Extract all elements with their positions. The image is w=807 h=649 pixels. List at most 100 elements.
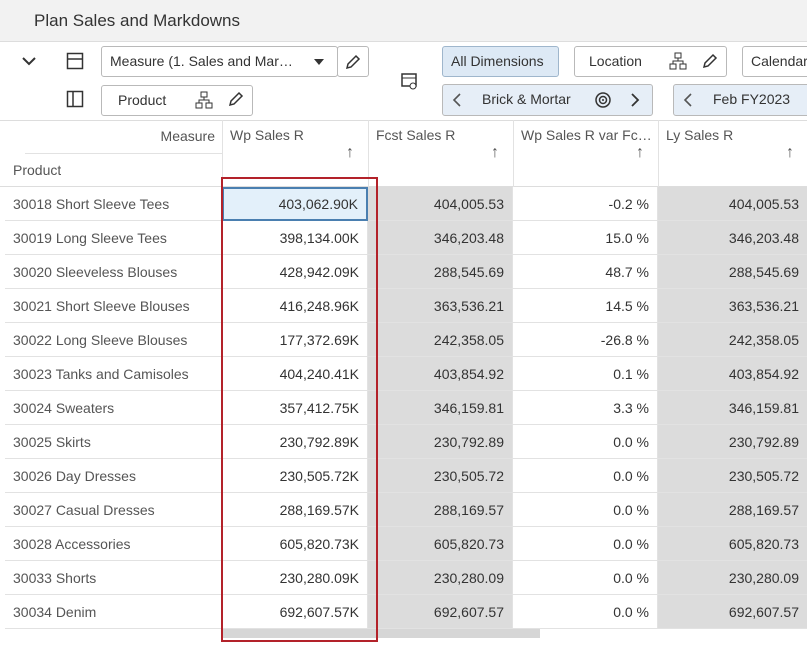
data-cell: 346,203.48 <box>368 221 513 255</box>
prev-arrow[interactable] <box>450 92 464 108</box>
data-cell: 357,412.75K <box>222 391 368 425</box>
data-cell: -0.2 % <box>513 187 658 221</box>
layout-icon[interactable] <box>66 52 84 70</box>
data-cell: 177,372.69K <box>222 323 368 357</box>
data-cell: 605,820.73 <box>658 527 807 561</box>
data-cell: 15.0 % <box>513 221 658 255</box>
hierarchy-icon <box>195 91 213 109</box>
data-cell: 363,536.21 <box>368 289 513 323</box>
row-label: 30026 Day Dresses <box>5 459 222 493</box>
data-cell: 605,820.73 <box>368 527 513 561</box>
data-cell: 416,248.96K <box>222 289 368 323</box>
page-title: Plan Sales and Markdowns <box>34 11 241 30</box>
row-label: 30025 Skirts <box>5 425 222 459</box>
title-bar <box>0 0 807 42</box>
highlight-box <box>221 177 378 642</box>
product-dimension[interactable]: Product <box>101 85 253 116</box>
pencil-icon[interactable] <box>343 52 363 72</box>
data-cell: 3.3 % <box>513 391 658 425</box>
data-cell: -26.8 % <box>513 323 658 357</box>
column-header: Wp Sales R var Fc… <box>521 127 652 143</box>
data-cell: 346,159.81 <box>658 391 807 425</box>
target-icon[interactable] <box>594 91 612 109</box>
column-header: Ly Sales R <box>666 127 734 143</box>
data-cell: 0.0 % <box>513 425 658 459</box>
panel-icon[interactable] <box>66 90 84 108</box>
period-selector[interactable]: Feb FY2023 <box>673 84 807 116</box>
data-cell: 288,169.57 <box>658 493 807 527</box>
row-label: 30024 Sweaters <box>5 391 222 425</box>
sort-arrow: ↑ <box>346 144 354 161</box>
data-cell: 230,280.09 <box>658 561 807 595</box>
next-arrow[interactable] <box>628 92 642 108</box>
column-divider <box>513 120 514 187</box>
data-cell: 0.0 % <box>513 493 658 527</box>
data-cell: 403,062.90K <box>222 187 368 221</box>
data-cell: 230,792.89 <box>368 425 513 459</box>
row-label: 30034 Denim <box>5 595 222 629</box>
data-cell: 230,505.72K <box>222 459 368 493</box>
data-cell: 403,854.92 <box>658 357 807 391</box>
data-cell: 288,545.69 <box>658 255 807 289</box>
table-header <box>0 120 807 187</box>
data-cell: 692,607.57 <box>368 595 513 629</box>
data-cell: 288,169.57 <box>368 493 513 527</box>
column-divider <box>658 120 659 187</box>
data-cell: 692,607.57 <box>658 595 807 629</box>
data-cell: 288,545.69 <box>368 255 513 289</box>
sort-arrow: ↑ <box>786 144 794 161</box>
location-dimension[interactable]: Location <box>574 46 727 77</box>
row-label: 30021 Short Sleeve Blouses <box>5 289 222 323</box>
data-cell: 605,820.73K <box>222 527 368 561</box>
calendar-dimension[interactable]: Calendar <box>742 46 807 77</box>
data-cell: 242,358.05 <box>658 323 807 357</box>
corner-product: Product <box>13 162 62 178</box>
collapse-icon[interactable] <box>20 53 38 69</box>
data-cell: 48.7 % <box>513 255 658 289</box>
data-cell: 346,203.48 <box>658 221 807 255</box>
data-cell: 404,005.53 <box>658 187 807 221</box>
data-cell: 398,134.00K <box>222 221 368 255</box>
column-header: Fcst Sales R <box>376 127 456 143</box>
view-icon[interactable] <box>400 72 420 92</box>
data-cell: 0.0 % <box>513 459 658 493</box>
data-cell: 692,607.57K <box>222 595 368 629</box>
all-dimensions-button[interactable]: All Dimensions <box>442 46 559 77</box>
row-label: 30033 Shorts <box>5 561 222 595</box>
scrollbar[interactable] <box>222 629 540 638</box>
data-cell: 0.0 % <box>513 527 658 561</box>
data-cell: 404,005.53 <box>368 187 513 221</box>
edit-button[interactable] <box>337 46 369 77</box>
row-label: 30028 Accessories <box>5 527 222 561</box>
prev-arrow[interactable] <box>681 92 695 108</box>
data-cell: 0.0 % <box>513 595 658 629</box>
data-cell: 346,159.81 <box>368 391 513 425</box>
divider <box>25 153 222 154</box>
column-header: Wp Sales R <box>230 127 304 143</box>
column-divider <box>368 120 369 187</box>
data-cell: 404,240.41K <box>222 357 368 391</box>
data-cell: 0.0 % <box>513 561 658 595</box>
sort-arrow: ↑ <box>491 144 499 161</box>
data-cell: 363,536.21 <box>658 289 807 323</box>
corner-measure: Measure <box>160 128 215 144</box>
row-label: 30022 Long Sleeve Blouses <box>5 323 222 357</box>
data-cell: 230,792.89K <box>222 425 368 459</box>
data-cell: 242,358.05 <box>368 323 513 357</box>
pencil-icon[interactable] <box>226 89 246 109</box>
dropdown-arrow[interactable] <box>313 57 325 67</box>
measure-select[interactable]: Measure (1. Sales and Mar… <box>101 46 338 77</box>
location-selector[interactable]: Brick & Mortar <box>442 84 653 116</box>
row-label: 30023 Tanks and Camisoles <box>5 357 222 391</box>
data-cell: 0.1 % <box>513 357 658 391</box>
data-cell: 14.5 % <box>513 289 658 323</box>
column-divider <box>222 120 223 187</box>
data-cell: 230,280.09 <box>368 561 513 595</box>
row-label: 30019 Long Sleeve Tees <box>5 221 222 255</box>
row-label: 30018 Short Sleeve Tees <box>5 187 222 221</box>
pencil-icon[interactable] <box>700 51 720 71</box>
sort-arrow: ↑ <box>636 144 644 161</box>
hierarchy-icon <box>669 52 687 70</box>
data-cell: 428,942.09K <box>222 255 368 289</box>
